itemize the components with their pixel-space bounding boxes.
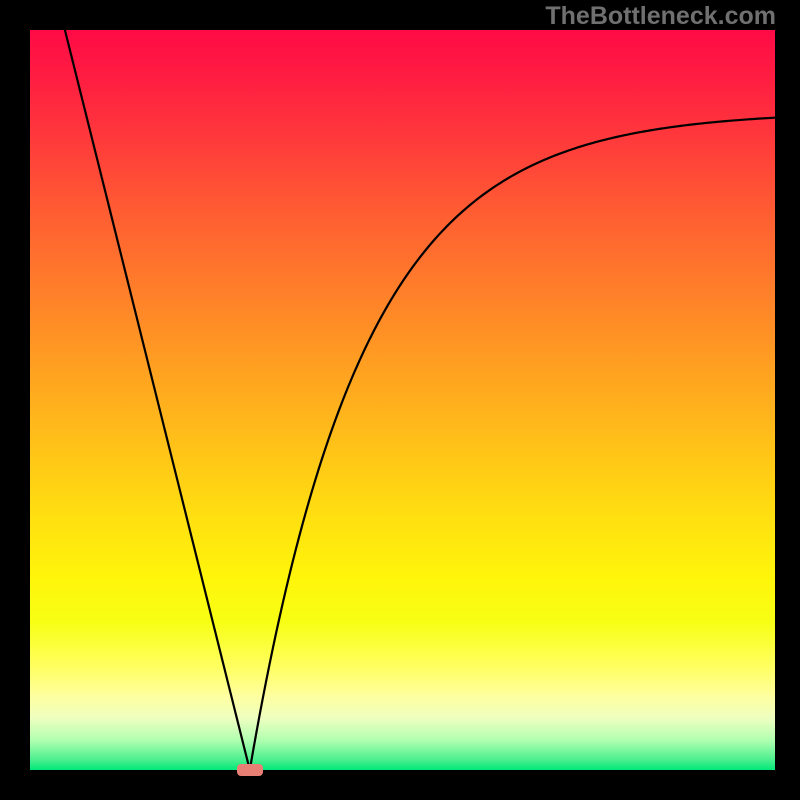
plot-area [30,30,775,770]
watermark-text: TheBottleneck.com [545,2,776,31]
plot-background [30,30,775,770]
plot-svg [30,30,775,770]
minimum-marker [237,764,263,776]
